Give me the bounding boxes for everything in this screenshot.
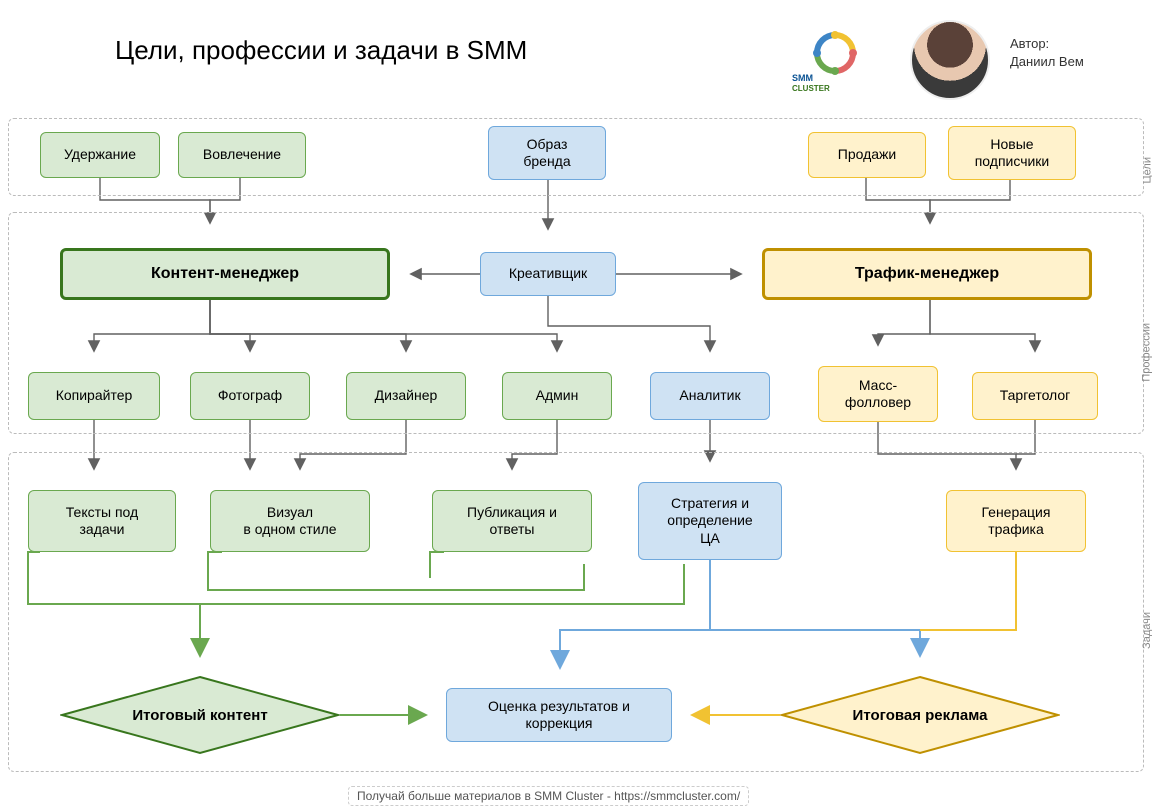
node-targetolog: Таргетолог bbox=[972, 372, 1098, 420]
node-strategy: Стратегия иопределениеЦА bbox=[638, 482, 782, 560]
node-content_mgr: Контент-менеджер bbox=[60, 248, 390, 300]
author-block: Автор: Даниил Вем bbox=[1010, 35, 1084, 71]
author-name: Даниил Вем bbox=[1010, 53, 1084, 71]
svg-text:SMM: SMM bbox=[792, 73, 813, 83]
diamond-final_content: Итоговый контент bbox=[60, 675, 340, 755]
node-visual: Визуалв одном стиле bbox=[210, 490, 370, 552]
section-label-tasks: Задачи bbox=[1141, 612, 1152, 649]
node-designer: Дизайнер bbox=[346, 372, 466, 420]
page-title: Цели, профессии и задачи в SMM bbox=[115, 35, 527, 66]
node-engagement: Вовлечение bbox=[178, 132, 306, 178]
node-sales: Продажи bbox=[808, 132, 926, 178]
smm-cluster-logo: SMM CLUSTER bbox=[790, 25, 860, 95]
author-label: Автор: bbox=[1010, 35, 1084, 53]
node-creative: Креативщик bbox=[480, 252, 616, 296]
author-avatar bbox=[910, 20, 990, 100]
node-massfollower: Масс-фолловер bbox=[818, 366, 938, 422]
section-label-professions: Профессии bbox=[1141, 323, 1152, 382]
node-analyst: Аналитик bbox=[650, 372, 770, 420]
node-copywriter: Копирайтер bbox=[28, 372, 160, 420]
node-subscribers: Новыеподписчики bbox=[948, 126, 1076, 180]
node-evaluation: Оценка результатов икоррекция bbox=[446, 688, 672, 742]
svg-text:CLUSTER: CLUSTER bbox=[792, 84, 830, 93]
node-publish: Публикация иответы bbox=[432, 490, 592, 552]
node-photographer: Фотограф bbox=[190, 372, 310, 420]
node-traffic_gen: Генерациятрафика bbox=[946, 490, 1086, 552]
node-admin: Админ bbox=[502, 372, 612, 420]
node-texts: Тексты подзадачи bbox=[28, 490, 176, 552]
footer-text: Получай больше материалов в SMM Cluster … bbox=[348, 786, 749, 806]
diamond-final_ads: Итоговая реклама bbox=[780, 675, 1060, 755]
node-traffic_mgr: Трафик-менеджер bbox=[762, 248, 1092, 300]
node-brand: Образбренда bbox=[488, 126, 606, 180]
section-label-goals: Цели bbox=[1141, 157, 1152, 183]
node-retention: Удержание bbox=[40, 132, 160, 178]
